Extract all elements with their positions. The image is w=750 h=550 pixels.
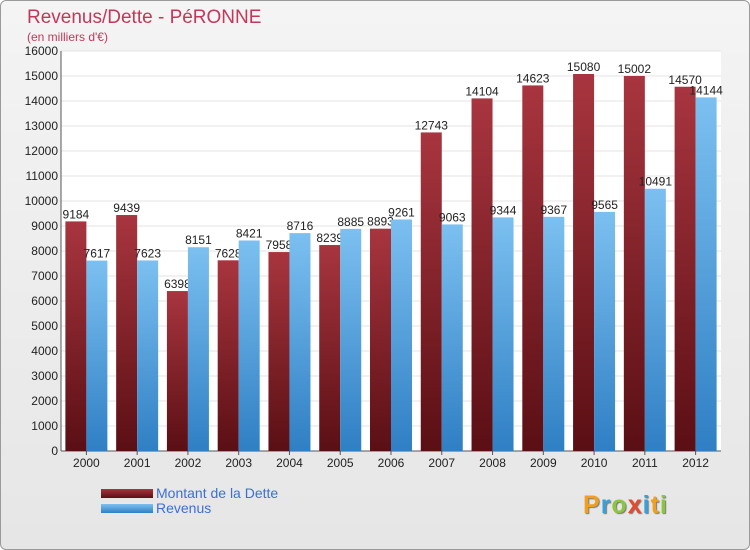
logo-letter: i (659, 491, 668, 519)
x-tick-label: 2003 (225, 456, 252, 470)
bar-revenus (594, 211, 616, 451)
bar-dette (674, 86, 696, 451)
bar-revenus (644, 188, 666, 451)
y-tick-label: 4000 (31, 344, 58, 358)
logo-letter: P (583, 491, 601, 519)
logo-letter: t (650, 491, 660, 519)
bar-dette (217, 260, 239, 451)
x-tick-label: 2001 (124, 456, 151, 470)
y-tick-label: 15000 (25, 69, 59, 83)
data-label-revenus: 8716 (287, 219, 314, 233)
data-label-dette: 7958 (266, 238, 293, 252)
bar-dette (116, 215, 138, 451)
bar-revenus (543, 216, 565, 451)
y-tick-label: 9000 (31, 219, 58, 233)
bar-revenus (289, 233, 311, 451)
data-label-dette: 14570 (668, 73, 702, 87)
x-tick-label: 2002 (175, 456, 202, 470)
data-label-dette: 15002 (618, 62, 652, 76)
bar-revenus (391, 219, 412, 451)
bar-dette (370, 228, 391, 451)
y-tick-label: 0 (51, 444, 58, 458)
data-label-dette: 14623 (516, 71, 550, 85)
data-label-revenus: 9344 (490, 203, 517, 217)
legend-label-dette: Montant de la Dette (156, 485, 279, 501)
y-tick-label: 12000 (25, 144, 59, 158)
y-tick-label: 1000 (31, 419, 58, 433)
y-tick-label: 6000 (31, 294, 58, 308)
legend-swatch-revenus (101, 504, 153, 513)
bar-dette (268, 252, 290, 451)
data-label-revenus: 8421 (236, 226, 263, 240)
y-tick-label: 5000 (31, 319, 58, 333)
y-tick-label: 8000 (31, 244, 58, 258)
data-label-dette: 8239 (316, 231, 343, 245)
bar-dette (166, 291, 188, 451)
y-tick-label: 16000 (25, 44, 59, 58)
data-label-revenus: 10491 (639, 175, 673, 189)
data-label-revenus: 9367 (540, 203, 567, 217)
bar-revenus (187, 247, 209, 451)
data-label-dette: 9439 (113, 201, 140, 215)
data-label-dette: 9184 (63, 207, 90, 221)
legend-swatch-dette (101, 489, 153, 498)
bar-dette (420, 132, 442, 452)
data-label-dette: 12743 (415, 118, 449, 132)
y-tick-label: 3000 (31, 369, 58, 383)
bar-dette (522, 85, 544, 452)
legend-label-revenus: Revenus (156, 500, 212, 516)
x-tick-label: 2006 (378, 456, 405, 470)
y-tick-label: 7000 (31, 269, 58, 283)
data-label-revenus: 7623 (134, 246, 161, 260)
data-label-revenus: 9063 (439, 210, 466, 224)
y-tick-label: 14000 (25, 94, 59, 108)
data-label-revenus: 7617 (84, 247, 111, 261)
bar-revenus (340, 228, 362, 451)
x-tick-label: 2004 (276, 456, 303, 470)
data-label-dette: 15080 (567, 60, 601, 74)
bar-revenus (695, 97, 717, 452)
x-tick-label: 2011 (632, 456, 658, 470)
bar-dette (471, 98, 493, 452)
x-tick-label: 2005 (327, 456, 354, 470)
y-tick-label: 13000 (25, 119, 59, 133)
proxiti-logo: Proxiti (583, 491, 668, 520)
logo-letter: i (642, 491, 651, 519)
y-tick-label: 10000 (25, 194, 59, 208)
data-label-dette: 6398 (164, 277, 191, 291)
data-label-revenus: 9565 (591, 198, 618, 212)
data-label-dette: 14104 (465, 84, 499, 98)
chart-title: Revenus/Dette - PéRONNE (27, 7, 262, 28)
logo-letter: o (611, 491, 628, 519)
bar-revenus (238, 240, 260, 451)
bar-dette (623, 75, 645, 451)
bar-revenus (441, 224, 463, 451)
y-tick-label: 2000 (31, 394, 58, 408)
bar-dette (319, 245, 341, 451)
x-tick-label: 2007 (428, 456, 455, 470)
data-label-revenus: 14144 (689, 83, 723, 97)
x-tick-label: 2010 (581, 456, 608, 470)
data-label-revenus: 8885 (337, 215, 364, 229)
logo-letter: x (627, 491, 643, 519)
x-tick-label: 2009 (530, 456, 557, 470)
data-label-revenus: 8151 (185, 233, 212, 247)
data-label-dette: 8893 (367, 215, 394, 229)
y-tick-label: 11000 (26, 169, 59, 183)
bar-revenus (86, 260, 108, 451)
bar-dette (65, 221, 87, 451)
bar-revenus (492, 217, 514, 451)
x-tick-label: 2008 (479, 456, 506, 470)
x-tick-label: 2012 (682, 456, 709, 470)
data-label-revenus: 9261 (388, 205, 415, 219)
logo-letter: r (600, 491, 612, 519)
data-label-dette: 7628 (215, 246, 242, 260)
x-tick-label: 2000 (73, 456, 100, 470)
bar-dette (573, 74, 595, 451)
bar-revenus (137, 260, 159, 451)
chart-subtitle: (en milliers d'€) (27, 30, 108, 44)
